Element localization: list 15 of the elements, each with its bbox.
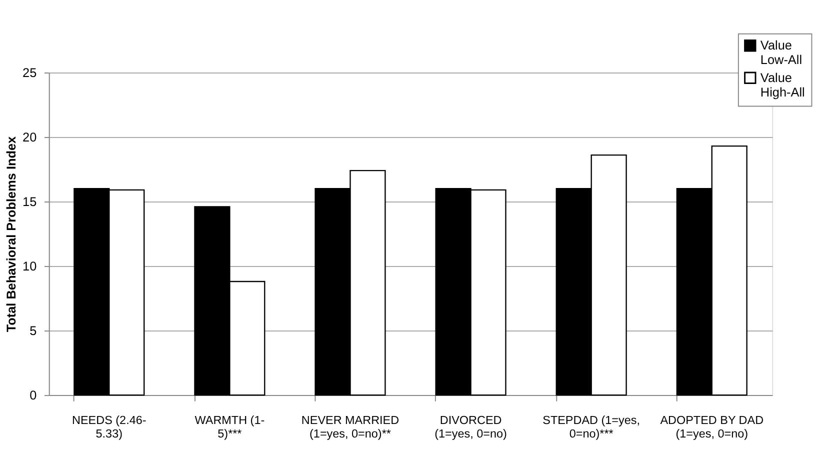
legend-label: Value Low-All	[760, 38, 802, 68]
x-tick-label: NEEDS (2.46-5.33)	[72, 414, 146, 441]
legend-label: Value High-All	[760, 70, 805, 100]
y-axis-title: Total Behavioral Problems Index	[4, 136, 19, 332]
x-tick-label: WARMTH (1-5)***	[194, 414, 265, 441]
x-tick-label: DIVORCED (1=yes, 0=no)	[434, 414, 508, 441]
x-tick-label: STEPDAD (1=yes, 0=no)***	[542, 414, 640, 441]
y-tick-label: 5	[30, 324, 37, 338]
y-tick-label: 25	[22, 66, 37, 80]
x-tick-label: NEVER MARRIED (1=yes, 0=no)**	[301, 414, 400, 441]
y-tick-label: 0	[30, 388, 37, 402]
y-tick-label: 10	[22, 259, 37, 274]
x-tick-label: ADOPTED BY DAD (1=yes, 0=no)	[660, 414, 764, 441]
y-tick-label: 20	[22, 130, 37, 144]
y-tick-label: 15	[22, 194, 37, 209]
